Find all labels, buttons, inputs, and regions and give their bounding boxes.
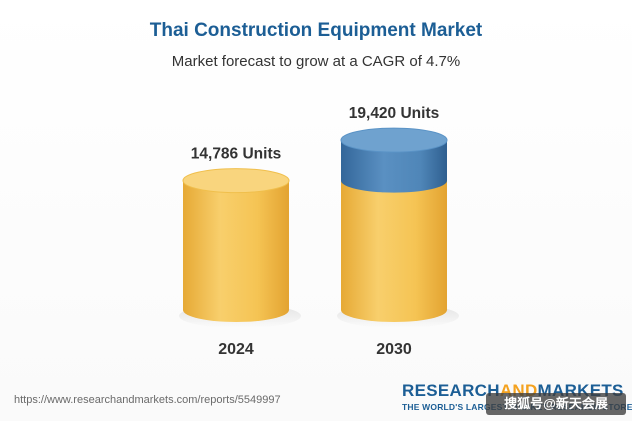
watermark-badge: 搜狐号@新天会展: [486, 393, 626, 415]
bar-2024: [179, 168, 301, 328]
chart-title: Thai Construction Equipment Market: [149, 20, 483, 41]
bar-growth-segment: [341, 140, 448, 193]
source-url[interactable]: https://www.researchandmarkets.com/repor…: [14, 394, 281, 406]
value-label: 14,786 Units: [191, 146, 281, 163]
chart-subtitle: Market forecast to grow at a CAGR of 4.7…: [171, 53, 461, 70]
bar-2030: [337, 127, 459, 328]
bar-body: [341, 180, 447, 322]
bar-top: [182, 168, 290, 194]
category-label: 2030: [376, 341, 412, 358]
bar-growth-top: [340, 127, 448, 153]
value-label: 19,420 Units: [349, 105, 439, 122]
category-label: 2024: [218, 341, 254, 358]
logo-part-research: RESEARCH: [402, 381, 500, 400]
bar-body: [183, 180, 289, 322]
